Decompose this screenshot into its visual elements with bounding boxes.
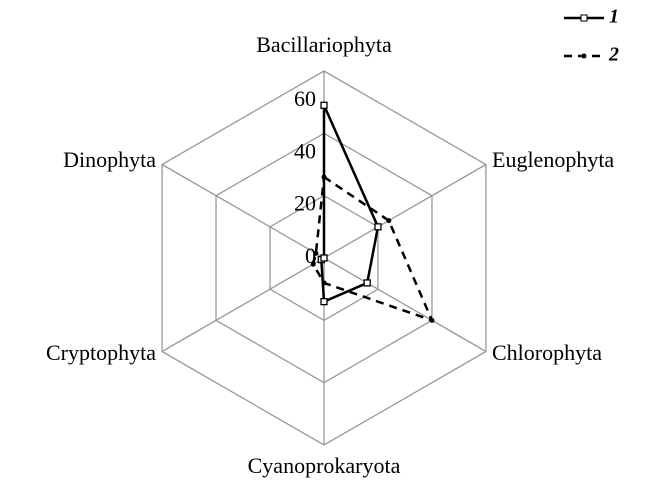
category-label: Cyanoprokaryota	[248, 453, 401, 478]
category-label: Cryptophyta	[46, 340, 156, 365]
category-label: Chlorophyta	[492, 340, 602, 365]
marker	[429, 317, 435, 323]
marker	[374, 223, 382, 231]
marker	[320, 254, 328, 262]
tick-label: 0	[305, 243, 316, 268]
legend-marker	[581, 53, 587, 59]
tick-label: 60	[294, 86, 316, 111]
legend-marker	[580, 14, 588, 22]
spoke	[323, 163, 487, 259]
spoke	[161, 257, 325, 353]
marker	[310, 261, 316, 267]
marker	[363, 279, 371, 287]
spoke	[161, 163, 325, 259]
spoke	[323, 257, 487, 353]
legend-label: 2	[608, 44, 619, 66]
marker	[320, 101, 328, 109]
marker	[313, 250, 319, 256]
category-label: Bacillariophyta	[256, 32, 392, 57]
marker	[386, 218, 392, 224]
marker	[321, 174, 327, 180]
marker	[321, 280, 327, 286]
tick-label: 40	[294, 138, 316, 163]
legend-label: 1	[609, 6, 619, 28]
category-label: Euglenophyta	[492, 147, 614, 172]
tick-label: 20	[294, 191, 316, 216]
marker	[320, 297, 328, 306]
category-label: Dinophyta	[63, 147, 156, 172]
